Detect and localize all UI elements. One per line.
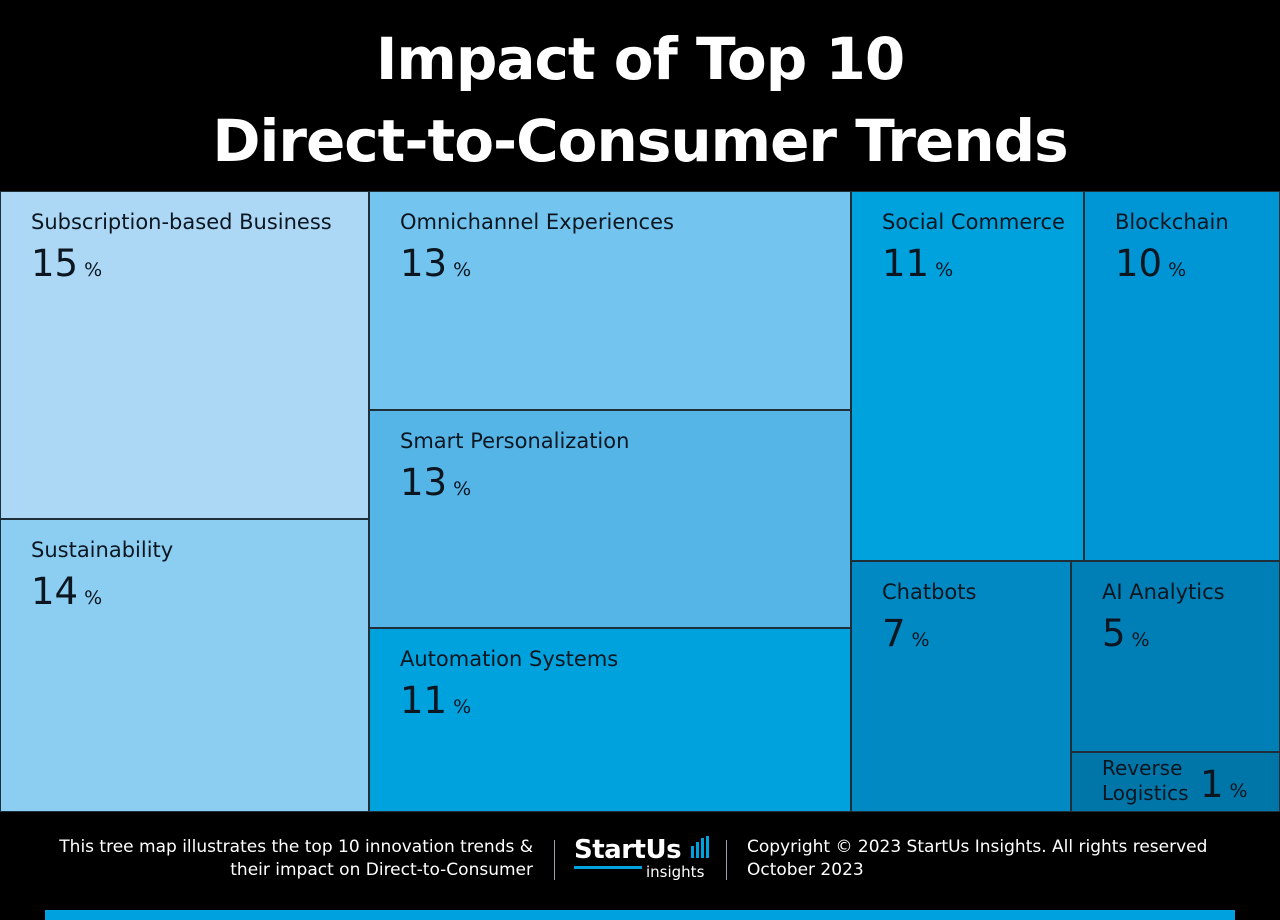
tile-label: Blockchain — [1115, 210, 1229, 234]
tile-value: 13% — [400, 461, 471, 512]
tile-value-unit: % — [911, 629, 930, 651]
footer-caption-line-1: This tree map illustrates the top 10 inn… — [59, 837, 533, 857]
treemap-tile-social-commerce: Social Commerce 11% — [851, 191, 1084, 561]
tile-value-unit: % — [84, 587, 103, 609]
tile-value-number: 13 — [400, 242, 448, 285]
tile-value: 5% — [1102, 612, 1150, 663]
treemap-tile-reverse-logistics: Reverse Logistics 1% — [1071, 752, 1280, 812]
footer-divider-right — [726, 840, 727, 880]
tile-value: 1% — [1200, 763, 1248, 811]
tile-value-unit: % — [84, 259, 103, 281]
tile-value-number: 11 — [882, 242, 930, 285]
tile-value-number: 15 — [31, 242, 79, 285]
chart-title-line-2: Direct-to-Consumer Trends — [212, 107, 1068, 175]
tile-value-number: 13 — [400, 461, 448, 504]
footer: This tree map illustrates the top 10 inn… — [0, 812, 1280, 920]
tile-label: Sustainability — [31, 538, 174, 562]
tile-value: 7% — [882, 612, 930, 663]
footer-copyright: Copyright © 2023 StartUs Insights. All r… — [747, 836, 1207, 882]
tile-label: Subscription-based Business — [31, 210, 332, 234]
footer-divider-left — [554, 840, 555, 880]
chart-title: Impact of Top 10 Direct-to-Consumer Tren… — [0, 18, 1280, 182]
tile-label: AI Analytics — [1102, 580, 1225, 604]
tile-label: Automation Systems — [400, 647, 619, 671]
chart-title-line-1: Impact of Top 10 — [375, 25, 905, 93]
tile-value: 13% — [400, 242, 471, 293]
copyright-text: Copyright © 2023 StartUs Insights. All r… — [747, 837, 1208, 857]
footer-caption: This tree map illustrates the top 10 inn… — [13, 836, 533, 882]
tile-value: 15% — [31, 242, 102, 293]
treemap-tile-automation-systems: Automation Systems 11% — [369, 628, 851, 812]
tile-value-number: 7 — [882, 612, 906, 655]
bottom-accent-bar — [45, 910, 1235, 920]
tile-value-unit: % — [453, 259, 472, 281]
tile-value-number: 5 — [1102, 612, 1126, 655]
tile-label: Reverse Logistics — [1102, 756, 1189, 805]
tile-label: Social Commerce — [882, 210, 1065, 234]
logo-word: StartUs — [574, 835, 682, 865]
tile-value: 14% — [31, 570, 102, 621]
tile-value-unit: % — [453, 478, 472, 500]
tile-value: 10% — [1115, 242, 1186, 293]
tile-label: Omnichannel Experiences — [400, 210, 674, 234]
tile-value-unit: % — [1131, 629, 1150, 651]
logo-subtitle: insights — [646, 863, 705, 881]
treemap-tile-blockchain: Blockchain 10% — [1084, 191, 1280, 561]
tile-value-unit: % — [1168, 259, 1187, 281]
tile-value-number: 10 — [1115, 242, 1163, 285]
treemap-tile-chatbots: Chatbots 7% — [851, 561, 1071, 812]
logo-underline — [574, 866, 642, 869]
copyright-date: October 2023 — [747, 860, 864, 880]
tile-value: 11% — [400, 679, 471, 730]
treemap-tile-smart-personalization: Smart Personalization 13% — [369, 410, 851, 628]
tile-value-number: 14 — [31, 570, 79, 613]
tile-value-number: 1 — [1200, 763, 1224, 806]
tile-value: 11% — [882, 242, 953, 293]
treemap: Subscription-based Business 15% Sustainabi… — [0, 191, 1280, 812]
tile-value-unit: % — [935, 259, 954, 281]
treemap-tile-ai-analytics: AI Analytics 5% — [1071, 561, 1280, 752]
treemap-tile-omnichannel-experiences: Omnichannel Experiences 13% — [369, 191, 851, 410]
tile-label: Chatbots — [882, 580, 977, 604]
bar-chart-icon — [691, 836, 710, 858]
startus-logo: StartUs insights — [574, 835, 714, 881]
tile-value-unit: % — [453, 696, 472, 718]
treemap-tile-subscription-based-business: Subscription-based Business 15% — [0, 191, 369, 519]
footer-caption-line-2: their impact on Direct-to-Consumer — [230, 860, 533, 880]
tile-value-unit: % — [1229, 780, 1248, 802]
tile-value-number: 11 — [400, 679, 448, 722]
treemap-tile-sustainability: Sustainability 14% — [0, 519, 369, 812]
tile-label: Smart Personalization — [400, 429, 630, 453]
